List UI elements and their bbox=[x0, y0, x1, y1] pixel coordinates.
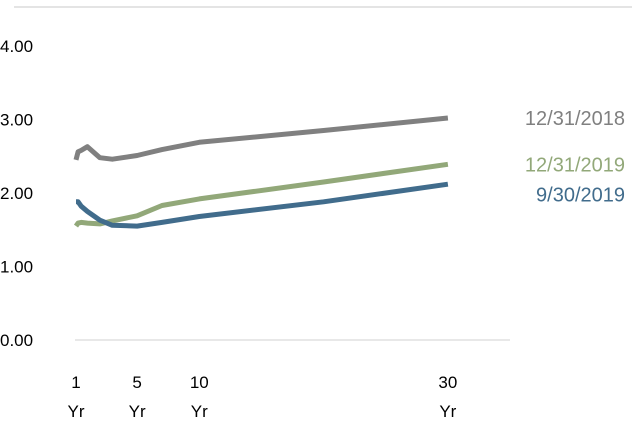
x-tick-label-unit: Yr bbox=[129, 402, 146, 421]
y-tick-label: 4.00 bbox=[0, 37, 33, 56]
y-tick-label: 0.00 bbox=[0, 331, 33, 350]
series-line-3 bbox=[75, 181, 449, 229]
series-line-2 bbox=[73, 161, 449, 228]
series-line-1 bbox=[73, 115, 449, 162]
series-labels: 12/31/2018 12/31/2019 9/30/2019 bbox=[525, 108, 625, 206]
x-tick-label-unit: Yr bbox=[191, 402, 208, 421]
series-lines bbox=[73, 115, 449, 229]
series-label: 9/30/2019 bbox=[536, 184, 625, 206]
y-tick-label: 2.00 bbox=[0, 184, 33, 203]
y-tick-label: 1.00 bbox=[0, 258, 33, 277]
x-axis-ticks: 1 Yr 5 Yr 10 Yr 30 Yr bbox=[67, 373, 457, 421]
x-tick-label: 1 bbox=[71, 373, 80, 392]
y-tick-label: 3.00 bbox=[0, 111, 33, 130]
series-label: 12/31/2019 bbox=[525, 154, 625, 176]
x-tick-label: 10 bbox=[190, 373, 209, 392]
x-tick-label-unit: Yr bbox=[439, 402, 456, 421]
x-tick-label: 5 bbox=[132, 373, 141, 392]
y-axis-ticks: 0.00 1.00 2.00 3.00 4.00 bbox=[0, 37, 33, 350]
x-tick-label-unit: Yr bbox=[67, 402, 84, 421]
x-tick-label: 30 bbox=[438, 373, 457, 392]
series-label: 12/31/2018 bbox=[525, 108, 625, 130]
